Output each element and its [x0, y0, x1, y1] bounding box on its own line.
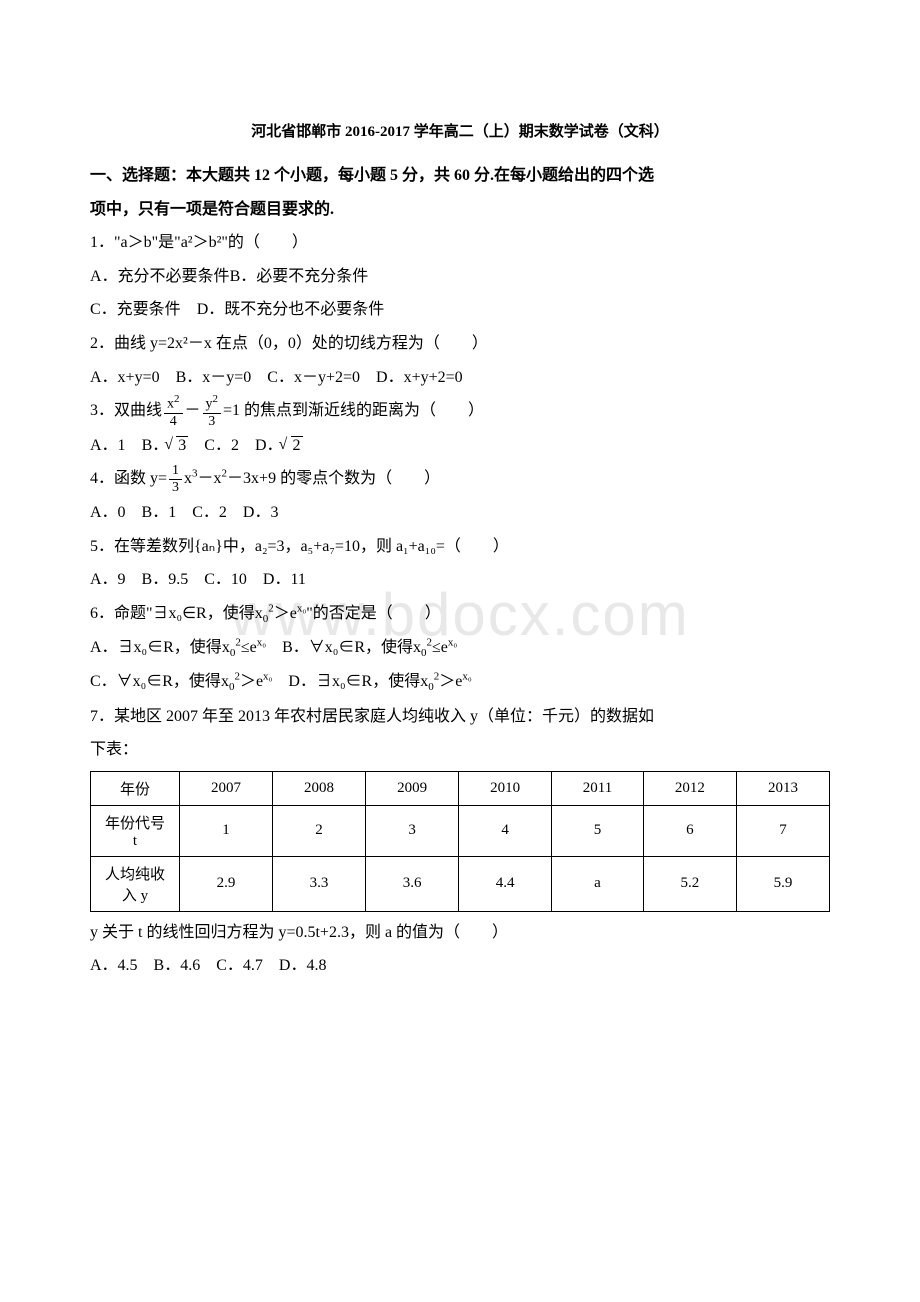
exam-title: 河北省邯郸市 2016-2017 学年高二（上）期末数学试卷（文科）	[90, 120, 830, 141]
table-cell: 2	[273, 805, 366, 856]
q6-suffix: "的否定是（ ）	[306, 605, 441, 622]
q7-text2: 下表：	[90, 733, 830, 767]
q7-text1: 7．某地区 2007 年至 2013 年农村居民家庭人均纯收入 y（单位：千元）…	[90, 700, 830, 734]
table-cell: 2011	[552, 771, 644, 805]
q3: 3．双曲线x24－y23=1 的焦点到渐近线的距离为（ ）	[90, 394, 830, 429]
table-cell: 3	[366, 805, 459, 856]
table-cell: 3.3	[273, 856, 366, 911]
table-cell: 4.4	[459, 856, 552, 911]
table-cell: 3.6	[366, 856, 459, 911]
table-cell: 人均纯收入 y	[91, 856, 180, 911]
table-cell: 5	[552, 805, 644, 856]
q6-optD: D．∃x₀∈R，使得	[288, 673, 420, 690]
section-header-line2: 项中，只有一项是符合题目要求的.	[90, 193, 830, 227]
q7-text3: y 关于 t 的线性回归方程为 y=0.5t+2.3，则 a 的值为（ ）	[90, 916, 830, 950]
q4-prefix: 4．函数 y=	[90, 470, 167, 487]
q6-row2: C．∀x₀∈R，使得x02＞ex₀ D．∃x₀∈R，使得x02＞ex₀	[90, 665, 830, 699]
q3-sqrt2: 2	[283, 429, 303, 463]
q2-opts: A．x+y=0 B．x－y=0 C．x－y+2=0 D．x+y+2=0	[90, 361, 830, 395]
q3-opts: A．1 B．3 C．2 D．2	[90, 429, 830, 463]
table-cell: 4	[459, 805, 552, 856]
section-header-line1: 一、选择题：本大题共 12 个小题，每小题 5 分，共 60 分.在每小题给出的…	[90, 159, 830, 193]
q1-optD: D．既不充分也不必要条件	[197, 301, 385, 318]
table-cell: 5.2	[643, 856, 736, 911]
table-cell: 2.9	[180, 856, 273, 911]
q3-optC: C．2	[204, 437, 239, 454]
table-cell: a	[552, 856, 644, 911]
q1-optB: B．必要不充分条件	[230, 268, 369, 285]
table-row: 人均纯收入 y 2.9 3.3 3.6 4.4 a 5.2 5.9	[91, 856, 830, 911]
q3-sqrt3: 3	[168, 429, 188, 463]
table-cell: 6	[643, 805, 736, 856]
q1-optA: A．充分不必要条件	[90, 268, 230, 285]
q7-opts: A．4.5 B．4.6 C．4.7 D．4.8	[90, 949, 830, 983]
q3-prefix: 3．双曲线	[90, 402, 162, 419]
q4: 4．函数 y=13x3－x2－3x+9 的零点个数为（ ）	[90, 462, 830, 496]
table-cell: 2009	[366, 771, 459, 805]
q4-frac: 13	[169, 464, 182, 495]
table-row: 年份代号t 1 2 3 4 5 6 7	[91, 805, 830, 856]
q1-optC: C．充要条件	[90, 301, 181, 318]
table-cell: 2007	[180, 771, 273, 805]
q4-mid: －3x+9 的零点个数为（ ）	[227, 470, 440, 487]
table-cell: 年份代号t	[91, 805, 180, 856]
q6-optB: B．∀x₀∈R，使得	[282, 639, 413, 656]
table-cell: 1	[180, 805, 273, 856]
q3-frac1: x24	[164, 394, 183, 429]
q3-frac2: y23	[203, 394, 222, 429]
table-cell: 5.9	[736, 856, 829, 911]
q5-text: 5．在等差数列{aₙ}中，a₂=3，a₅+a₇=10，则 a₁+a₁₀=（ ）	[90, 530, 830, 564]
table-cell: 2013	[736, 771, 829, 805]
table-cell: 7	[736, 805, 829, 856]
q5-opts: A．9 B．9.5 C．10 D．11	[90, 563, 830, 597]
q6: 6．命题"∃x₀∈R，使得x02＞ex₀"的否定是（ ）	[90, 597, 830, 631]
table-row: 年份 2007 2008 2009 2010 2011 2012 2013	[91, 771, 830, 805]
q2-text: 2．曲线 y=2x²－x 在点（0，0）处的切线方程为（ ）	[90, 327, 830, 361]
q3-optA: A．1	[90, 437, 126, 454]
q1-text: 1．"a＞b"是"a²＞b²"的（ ）	[90, 226, 830, 260]
table-cell: 年份	[91, 771, 180, 805]
q1-row2: C．充要条件 D．既不充分也不必要条件	[90, 293, 830, 327]
table-cell: 2010	[459, 771, 552, 805]
q1-row1: A．充分不必要条件B．必要不充分条件	[90, 260, 830, 294]
q3-suffix: =1 的焦点到渐近线的距离为（ ）	[223, 402, 484, 419]
q6-row1: A．∃x₀∈R，使得x02≤ex₀ B．∀x₀∈R，使得x02≤ex₀	[90, 631, 830, 665]
q6-prefix: 6．命题"∃x₀∈R，使得	[90, 605, 255, 622]
q4-opts: A．0 B．1 C．2 D．3	[90, 496, 830, 530]
q6-optA: A．∃x₀∈R，使得	[90, 639, 222, 656]
table-cell: 2012	[643, 771, 736, 805]
table-cell: 2008	[273, 771, 366, 805]
q6-optC: C．∀x₀∈R，使得	[90, 673, 221, 690]
q7-table: 年份 2007 2008 2009 2010 2011 2012 2013 年份…	[90, 771, 830, 912]
